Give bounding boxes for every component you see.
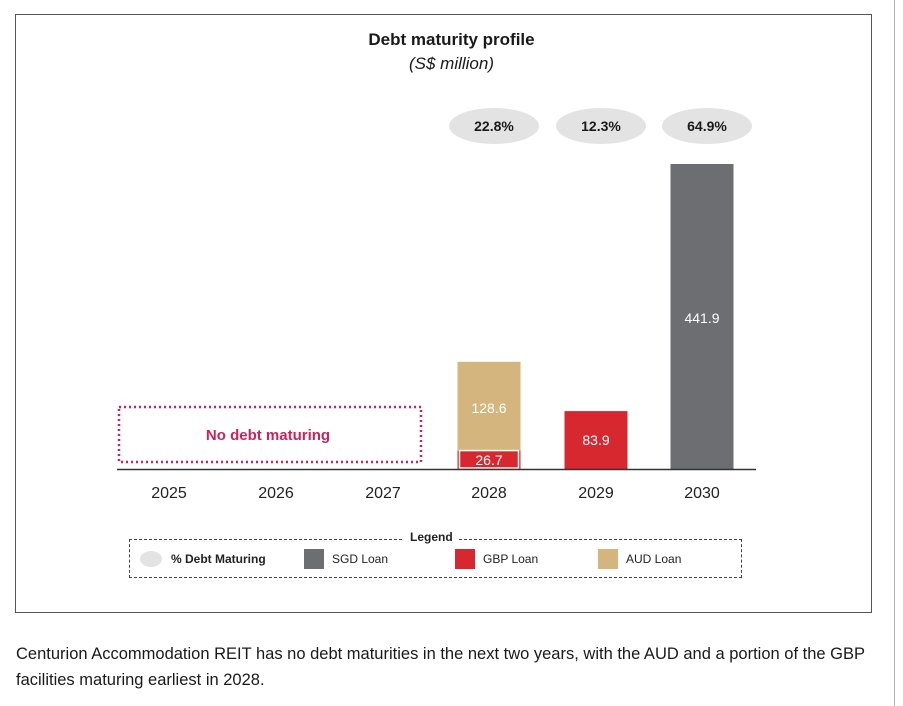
legend-swatch-gbp (455, 549, 475, 569)
bar-gbp-loan-2028-outline (458, 449, 520, 469)
data-label-2028: 128.6 (471, 400, 506, 416)
page-edge-rule (894, 0, 895, 706)
x-tick-label-2028: 2028 (471, 485, 507, 502)
legend-item-sgd-loan: SGD Loan (304, 549, 388, 569)
bar-gbp-loan-2028 (457, 450, 521, 469)
no-debt-annotation-text: No debt maturing (206, 427, 330, 444)
legend-label: SGD Loan (332, 552, 389, 566)
percent-oval-2028 (449, 108, 539, 144)
legend-swatch-aud (598, 549, 618, 569)
percent-label-2029: 12.3% (581, 118, 621, 134)
percent-oval-2029 (556, 108, 646, 144)
legend-item-percent-debt-maturing: % Debt Maturing (140, 549, 266, 569)
legend-swatch-sgd (304, 549, 324, 569)
legend-title: Legend (404, 530, 459, 544)
legend-oval (140, 551, 162, 567)
x-tick-label-2030: 2030 (684, 485, 720, 502)
chart-title: Debt maturity profile (368, 30, 535, 49)
bar-sgd-loan-2030 (670, 164, 734, 469)
percent-label-2030: 64.9% (687, 118, 727, 134)
legend-item-aud-loan: AUD Loan (598, 549, 681, 569)
caption-text: Centurion Accommodation REIT has no debt… (16, 645, 865, 689)
no-debt-annotation-box (117, 405, 423, 464)
bar-gbp-loan-2029 (564, 411, 628, 469)
percent-label-2028: 22.8% (474, 118, 514, 134)
legend-label: % Debt Maturing (171, 552, 266, 566)
x-tick-label-2029: 2029 (578, 485, 614, 502)
legend-label: AUD Loan (626, 552, 682, 566)
x-tick-label-2025: 2025 (151, 485, 187, 502)
data-label-2028: 26.7 (475, 452, 502, 468)
x-tick-label-2026: 2026 (258, 485, 294, 502)
legend-item-gbp-loan: GBP Loan (455, 549, 538, 569)
bar-aud-loan-2028 (457, 361, 521, 451)
legend-label: GBP Loan (483, 552, 539, 566)
bar-chart: 26.7 128.6 83.9 441.9 2025 2026 2027 2028 2029 20… (117, 108, 756, 502)
chart-subtitle: (S$ million) (408, 54, 495, 73)
x-tick-label-2027: 2027 (365, 485, 401, 502)
data-label-2029: 83.9 (582, 432, 609, 448)
data-label-2030: 441.9 (684, 310, 719, 326)
percent-oval-2030 (662, 108, 752, 144)
chart-frame (15, 14, 872, 613)
